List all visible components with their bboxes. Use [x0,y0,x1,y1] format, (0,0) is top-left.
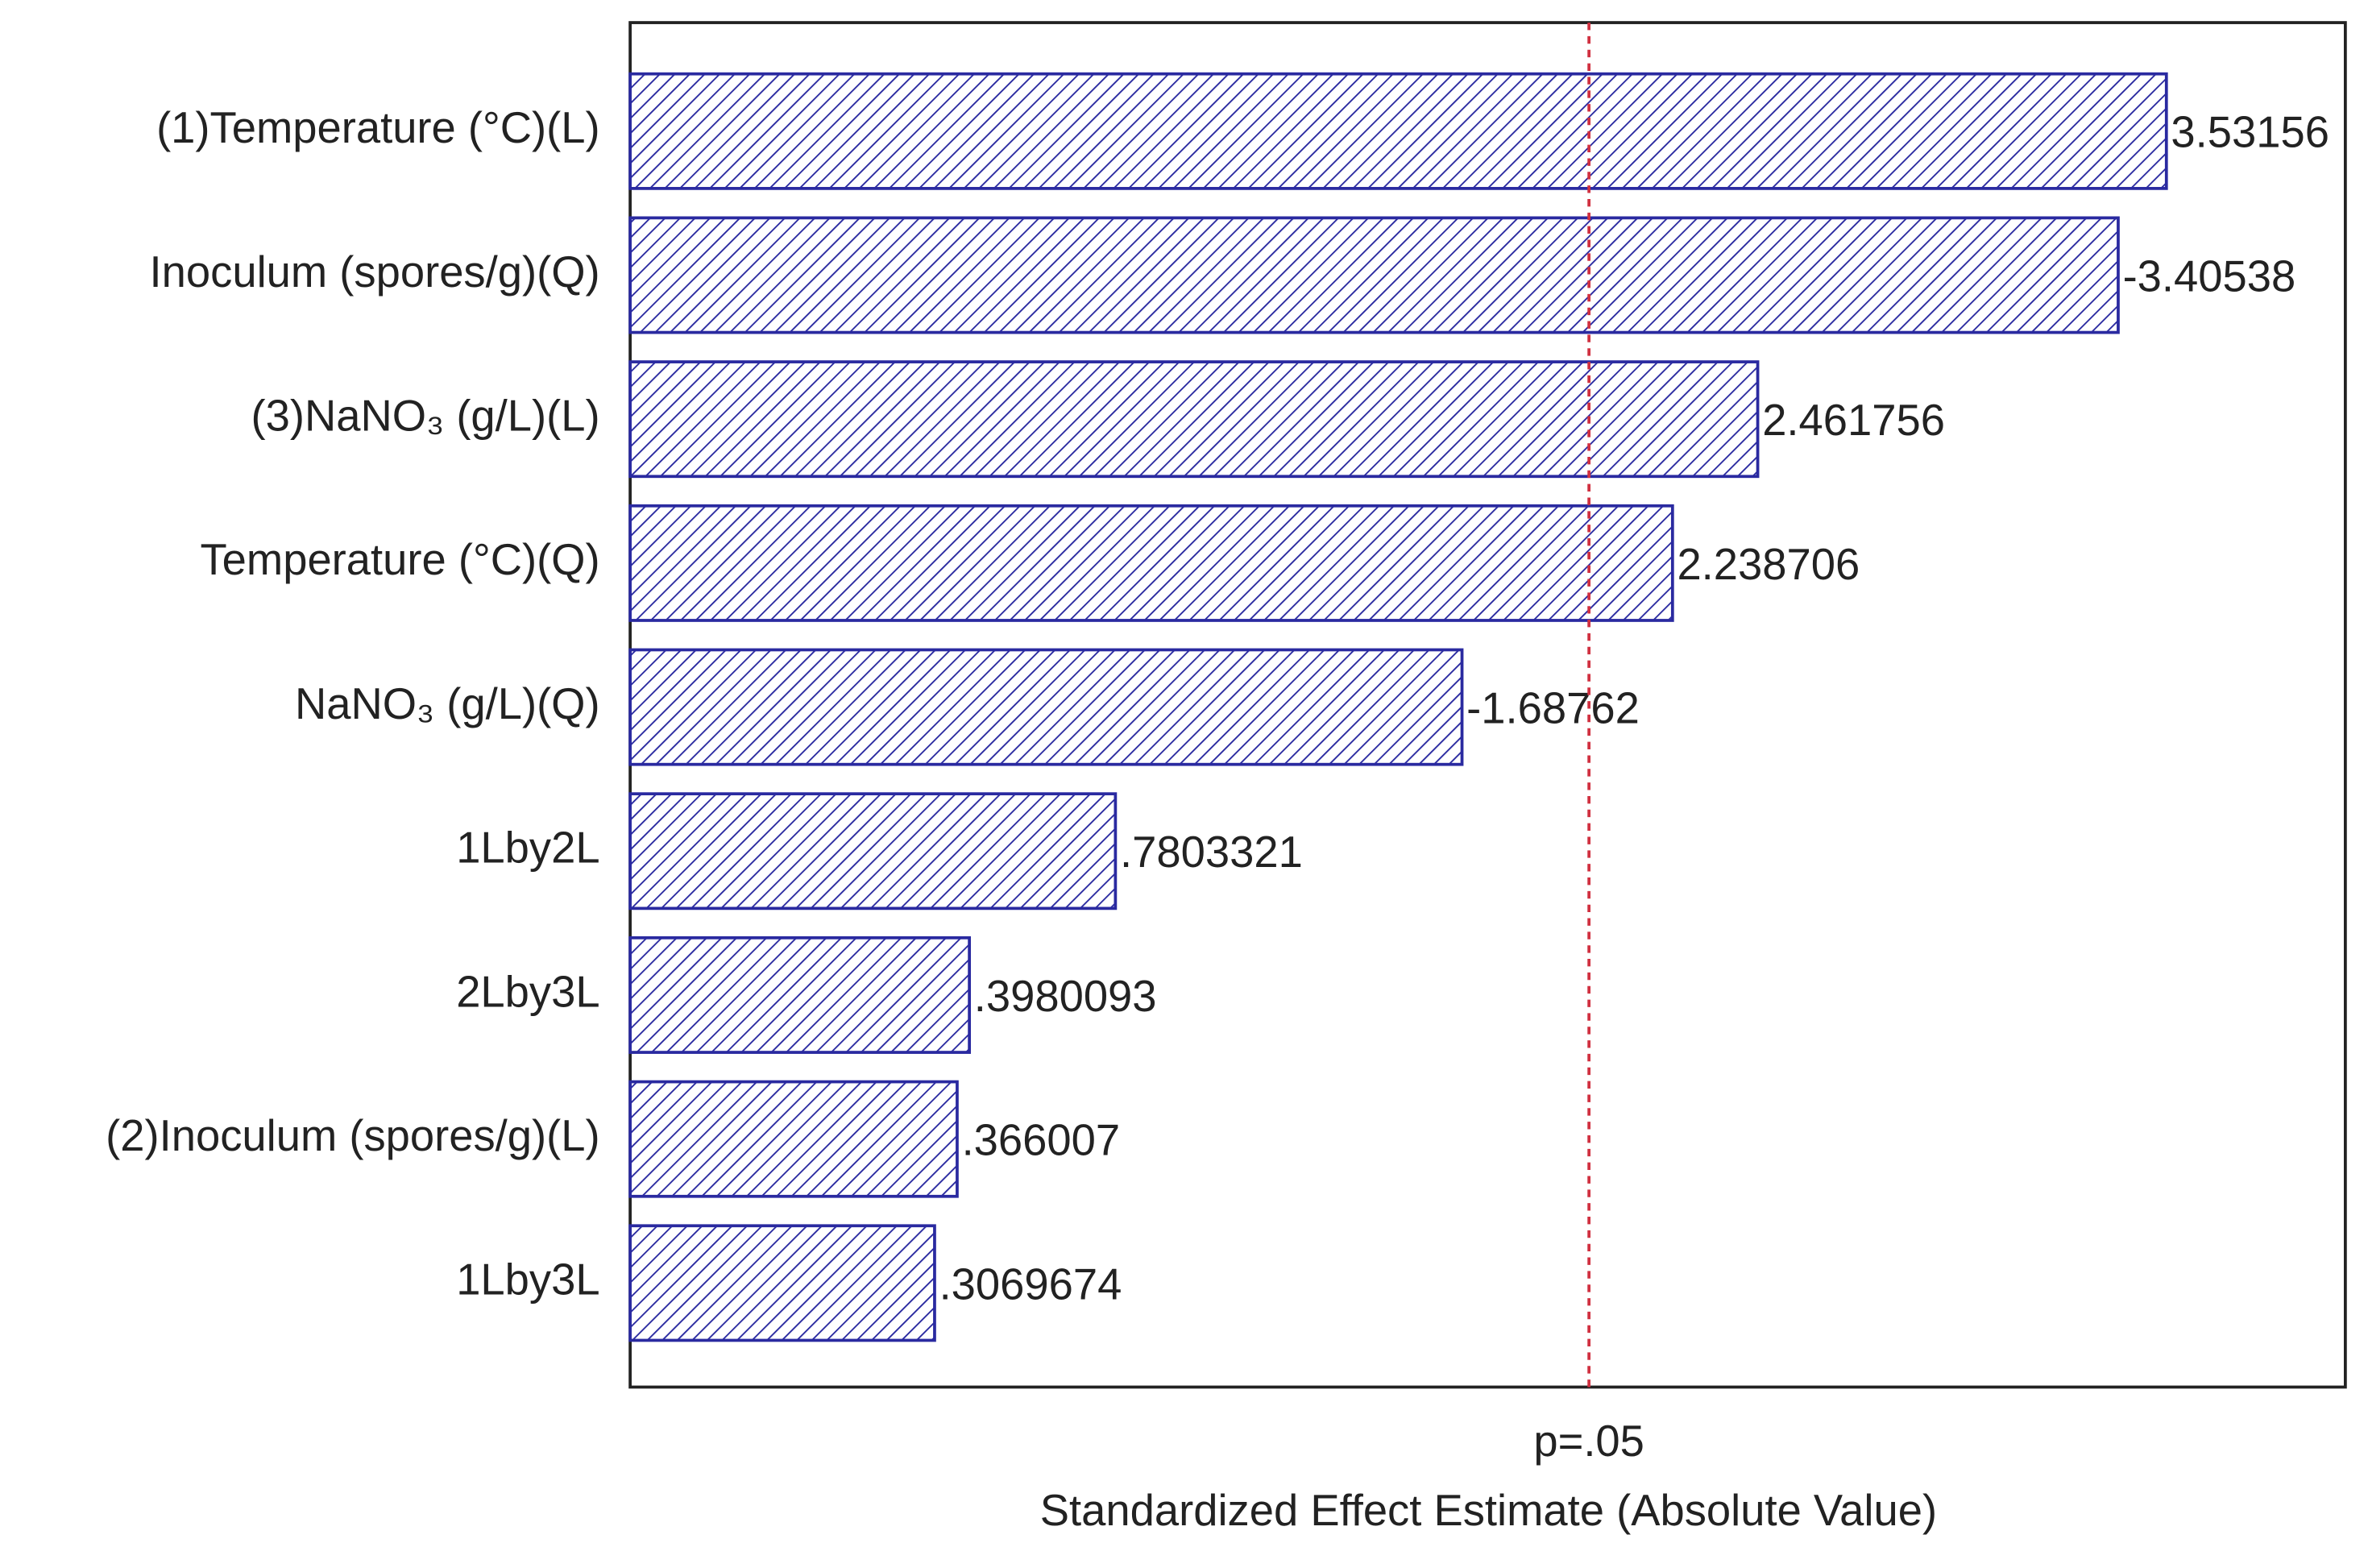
bar [628,360,1760,479]
data-label: 2.238706 [1677,540,1860,589]
bar [628,504,1674,622]
data-label: -1.68762 [1466,684,1640,733]
bar [628,648,1464,766]
data-label: -3.40538 [2123,251,2296,301]
y-tick-label: (1)Temperature (°C)(L) [156,103,600,152]
bar [628,1080,959,1198]
reference-label: p=.05 [1533,1417,1644,1466]
y-tick-label: 1Lby2L [456,823,599,873]
y-tick-label: Inoculum (spores/g)(Q) [150,247,600,297]
y-tick-label: 1Lby3L [456,1255,599,1305]
bar [628,72,2168,190]
data-label: .3980093 [974,972,1157,1021]
data-label: 3.53156 [2171,108,2329,157]
y-tick-label: (3)NaNO₃ (g/L)(L) [251,392,600,441]
bar [628,1224,936,1342]
x-axis-title: Standardized Effect Estimate (Absolute V… [1040,1486,1937,1535]
data-label: .3069674 [939,1259,1122,1309]
y-tick-label: (2)Inoculum (spores/g)(L) [106,1111,599,1160]
data-label: 2.461756 [1762,396,1945,445]
data-label: .366007 [962,1116,1121,1165]
bar [628,792,1118,911]
y-tick-label: NaNO₃ (g/L)(Q) [295,679,600,728]
y-tick-label: Temperature (°C)(Q) [200,535,599,584]
y-tick-label: 2Lby3L [456,967,599,1016]
bar [628,216,2120,334]
bar [628,935,971,1054]
data-label: .7803321 [1120,828,1303,877]
